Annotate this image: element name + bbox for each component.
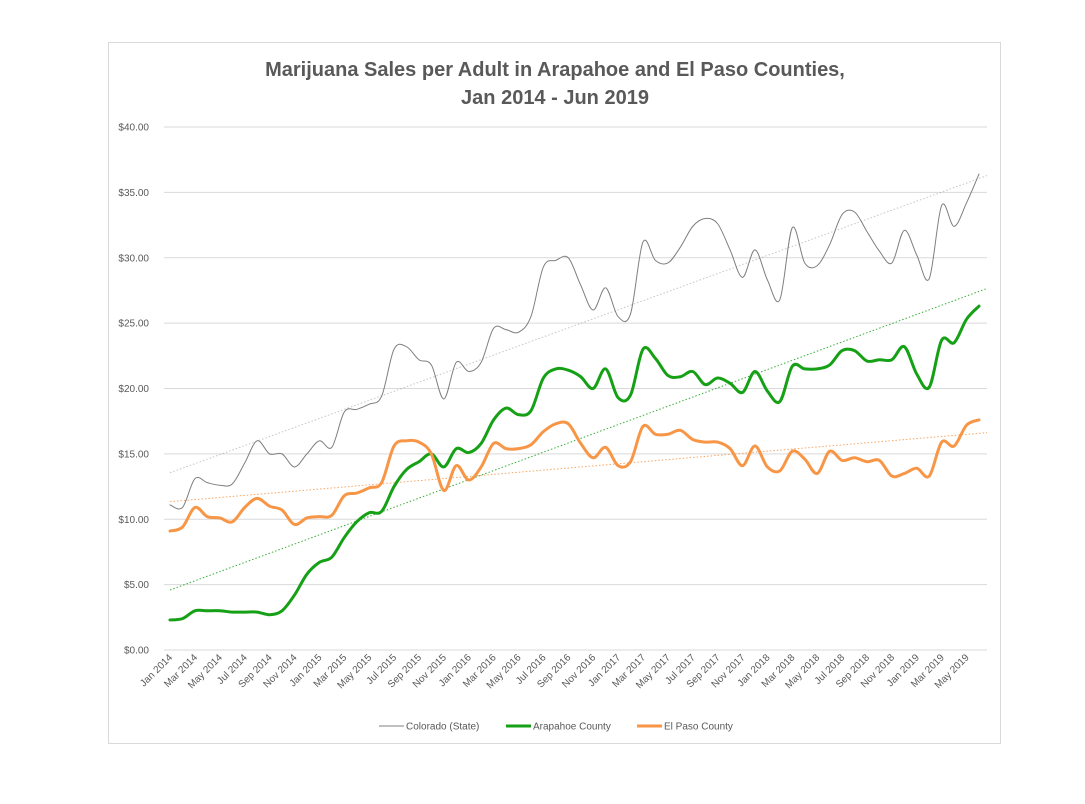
y-axis-ticks: $0.00 $5.00 $10.00 $15.00 $20.00 $25.00 $30.00… bbox=[118, 123, 149, 657]
y-tick-label: $35.00 bbox=[118, 188, 149, 199]
trendline-layer bbox=[169, 175, 988, 591]
grid-layer bbox=[164, 126, 987, 651]
series-layer bbox=[168, 173, 981, 622]
y-tick-label: $30.00 bbox=[118, 253, 149, 264]
trendline-colorado-state bbox=[169, 175, 988, 474]
chart-title: Marijuana Sales per Adult in Arapahoe an… bbox=[265, 59, 845, 81]
y-tick-label: $10.00 bbox=[118, 515, 149, 526]
chart-svg: Marijuana Sales per Adult in Arapahoe an… bbox=[118, 59, 988, 733]
legend-label-colorado-state: Colorado (State) bbox=[406, 722, 479, 733]
y-tick-label: $40.00 bbox=[118, 123, 149, 134]
series-line-el-paso-county bbox=[168, 418, 981, 533]
y-tick-label: $5.00 bbox=[124, 580, 149, 591]
legend-label-el-paso-county: El Paso County bbox=[664, 722, 733, 733]
y-tick-label: $25.00 bbox=[118, 319, 149, 330]
chart-frame: Marijuana Sales per Adult in Arapahoe an… bbox=[108, 42, 1001, 744]
chart-subtitle: Jan 2014 - Jun 2019 bbox=[461, 87, 649, 109]
legend: Colorado (State) Arapahoe County El Paso C… bbox=[379, 722, 733, 733]
series-line-colorado-state bbox=[169, 173, 980, 510]
series-line-arapahoe-county bbox=[168, 304, 981, 622]
trendline-el-paso-county bbox=[169, 432, 988, 503]
y-tick-label: $15.00 bbox=[118, 449, 149, 460]
y-tick-label: $0.00 bbox=[124, 646, 149, 657]
legend-label-arapahoe-county: Arapahoe County bbox=[533, 722, 611, 733]
y-tick-label: $20.00 bbox=[118, 384, 149, 395]
